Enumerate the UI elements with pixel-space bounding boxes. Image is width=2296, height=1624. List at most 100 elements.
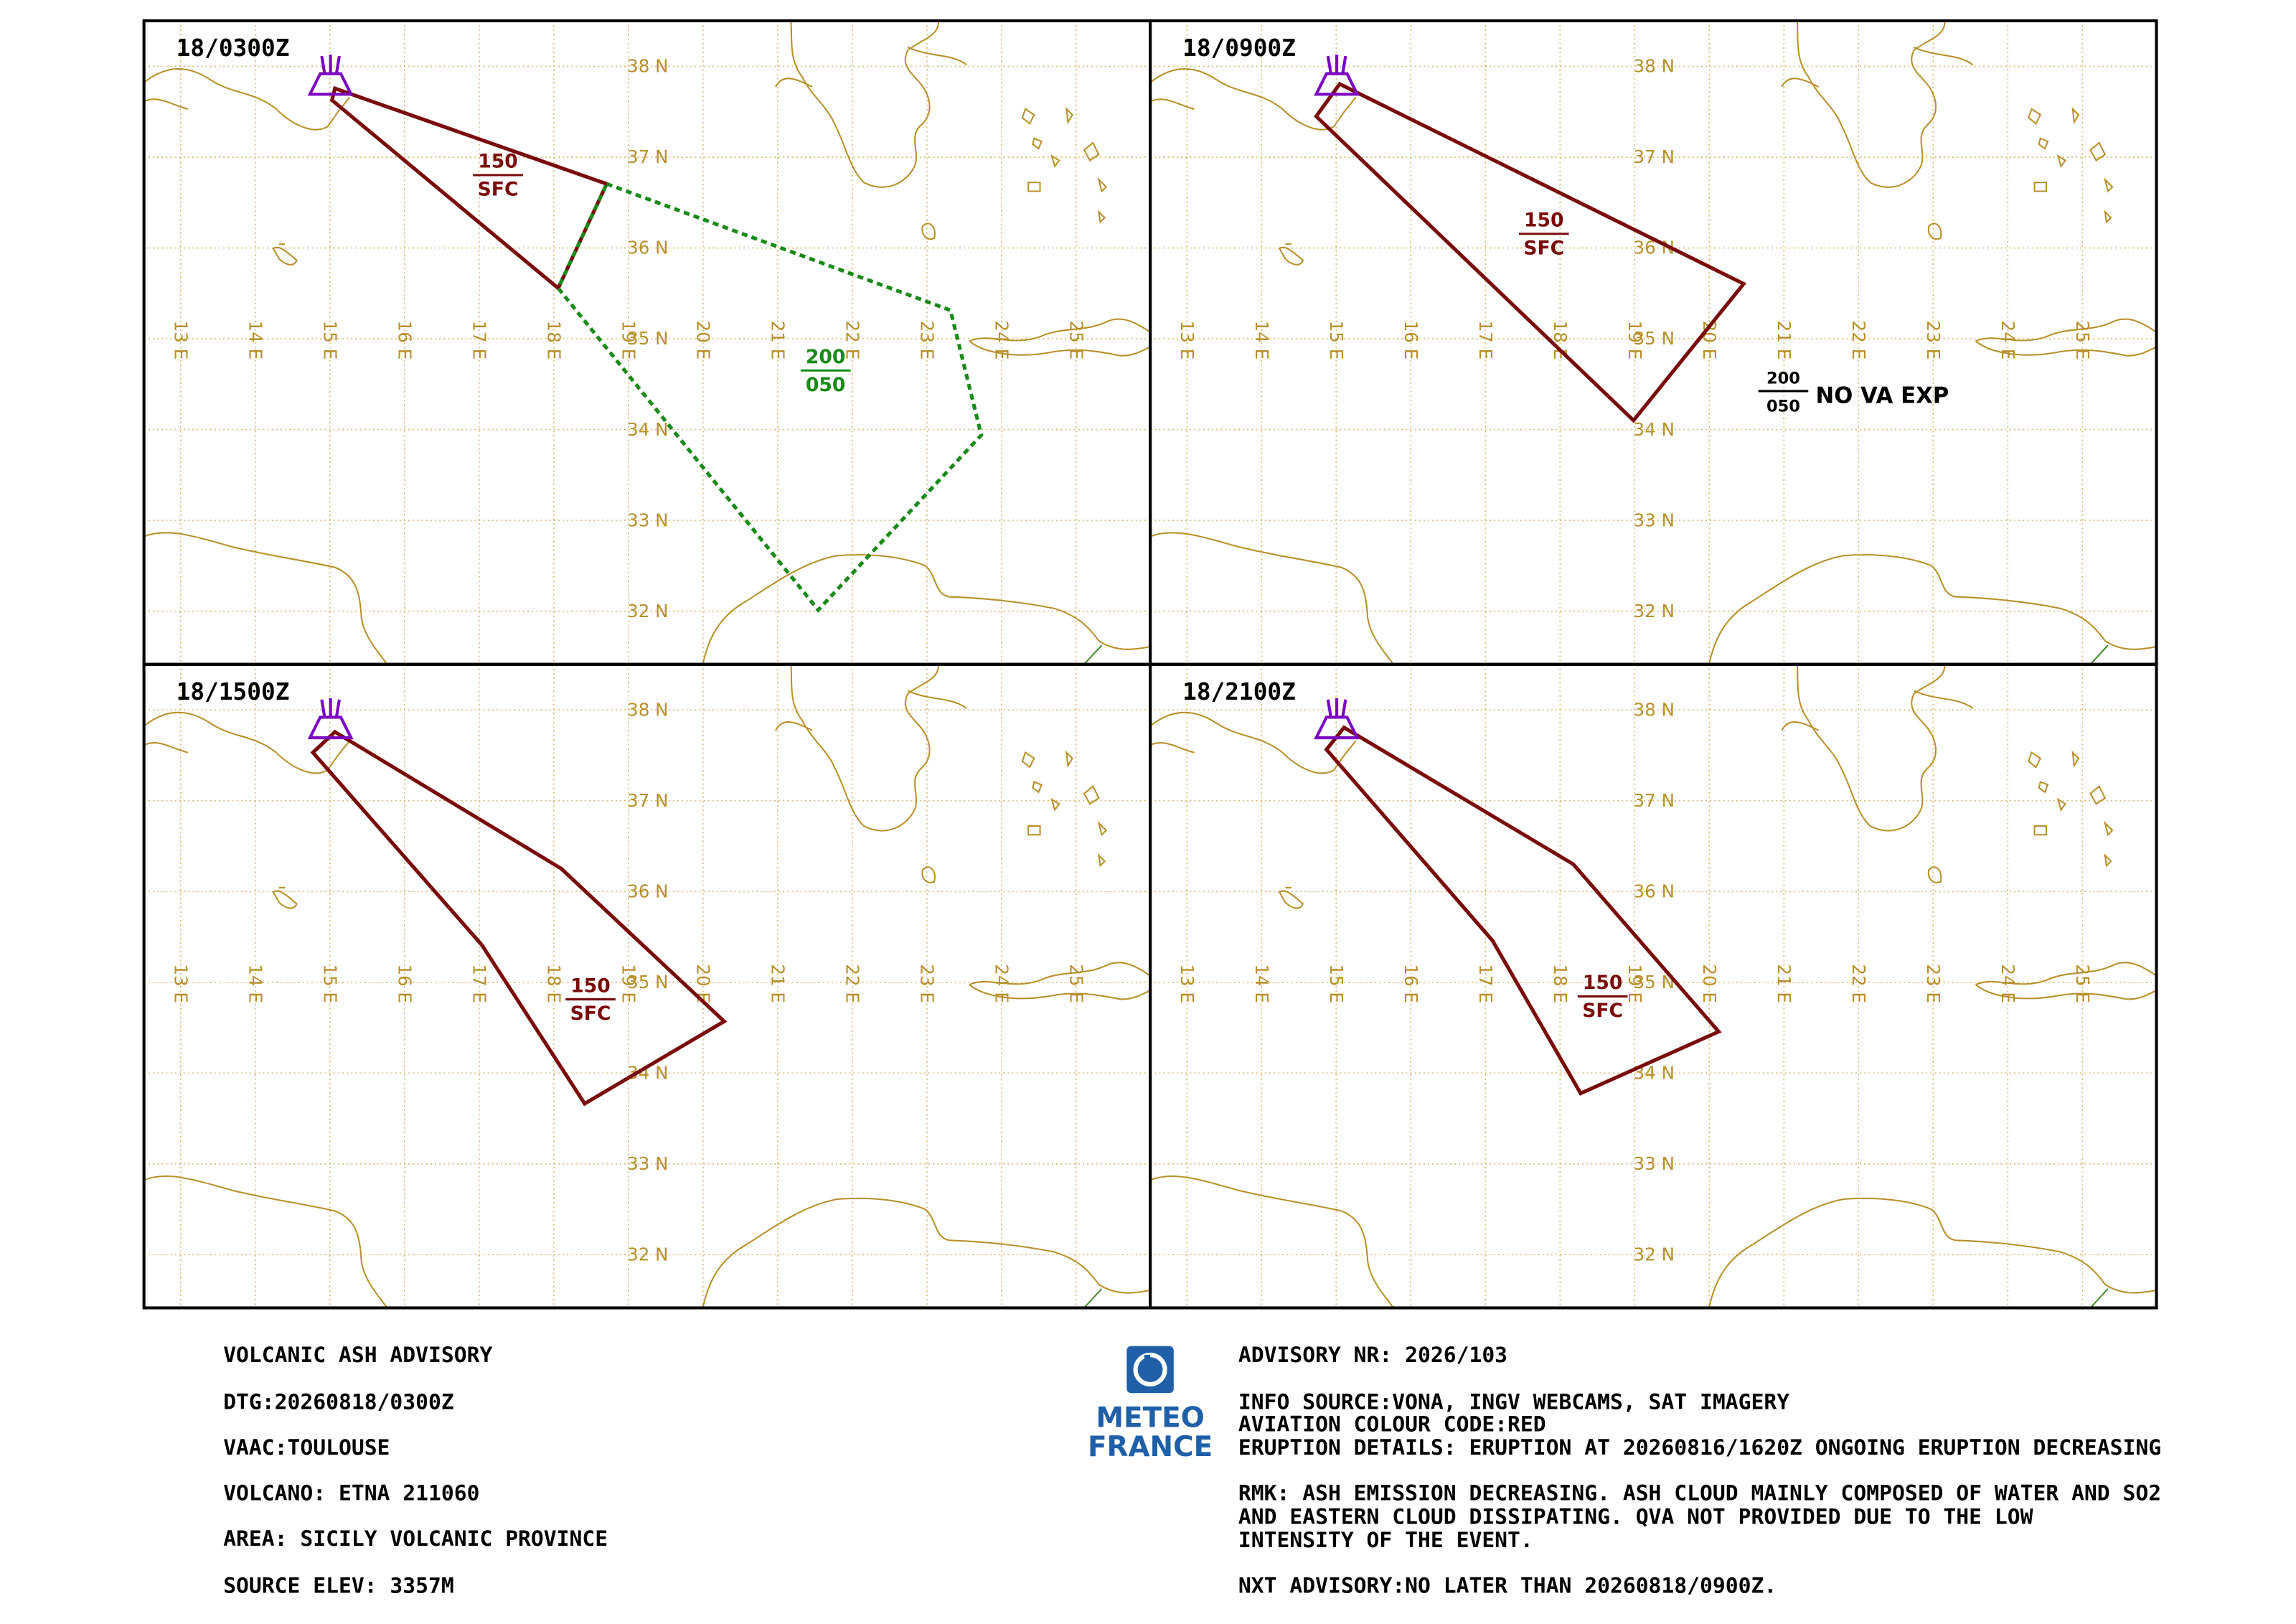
lat-label: 33 N bbox=[627, 1153, 668, 1174]
lon-label: 15 E bbox=[1326, 321, 1347, 360]
lon-label: 25 E bbox=[1066, 964, 1087, 1003]
lon-label: 14 E bbox=[1251, 964, 1272, 1003]
cloud-top: 200 bbox=[806, 346, 846, 368]
advisory-line: VAAC:TOULOUSE bbox=[223, 1435, 390, 1460]
lon-label: 13 E bbox=[1177, 321, 1198, 360]
lon-label: 23 E bbox=[1923, 964, 1944, 1003]
panel-time: 18/0300Z bbox=[177, 34, 290, 62]
map-panel: 38 N37 N36 N35 N34 N33 N32 N13 E 14 E 15 E… bbox=[1149, 662, 2158, 1310]
lat-label: 32 N bbox=[1634, 1244, 1675, 1265]
lon-label: 15 E bbox=[320, 964, 341, 1003]
logo-text: FRANCE bbox=[1088, 1431, 1213, 1463]
logo: METEO FRANCE bbox=[1088, 1346, 1213, 1463]
lon-label: 23 E bbox=[917, 964, 938, 1003]
lon-label: 14 E bbox=[1251, 321, 1272, 360]
lon-label: 16 E bbox=[395, 321, 415, 360]
cloud-base: SFC bbox=[570, 1003, 611, 1025]
lon-label: 24 E bbox=[992, 964, 1012, 1003]
lon-label: 16 E bbox=[395, 964, 415, 1003]
cloud-top: 150 bbox=[1524, 210, 1564, 232]
ash-cloud bbox=[555, 182, 984, 613]
cloud-top: 150 bbox=[478, 151, 518, 173]
lon-label: 19 E bbox=[618, 321, 639, 360]
lon-label: 14 E bbox=[245, 964, 266, 1003]
logo-text: METEO bbox=[1096, 1402, 1204, 1434]
lon-label: 17 E bbox=[469, 321, 490, 360]
lon-label: 24 E bbox=[992, 321, 1012, 360]
lon-label: 17 E bbox=[1475, 964, 1496, 1003]
lat-label: 38 N bbox=[1634, 56, 1675, 77]
lon-label: 22 E bbox=[842, 321, 863, 360]
lat-label: 36 N bbox=[627, 881, 668, 901]
advisory-line: NXT ADVISORY:NO LATER THAN 20260818/0900… bbox=[1238, 1573, 1777, 1598]
map-panel: 38 N37 N36 N35 N34 N33 N32 N13 E 14 E 15 E… bbox=[142, 19, 1152, 666]
lon-label: 22 E bbox=[842, 964, 863, 1003]
advisory-line: AND EASTERN CLOUD DISSIPATING. QVA NOT P… bbox=[1238, 1503, 2033, 1529]
lat-label: 35 N bbox=[627, 972, 668, 992]
ash-cloud bbox=[329, 85, 610, 291]
advisory-line: AREA: SICILY VOLCANIC PROVINCE bbox=[223, 1526, 608, 1551]
lat-label: 36 N bbox=[1634, 881, 1675, 901]
lat-label: 36 N bbox=[627, 238, 668, 258]
panels: 38 N 37 N 36 N 35 N 34 N 33 N 32 N 13 E 14 E 15 E… bbox=[142, 19, 2158, 1310]
lat-label: 33 N bbox=[1634, 510, 1675, 530]
lat-label: 38 N bbox=[1634, 699, 1675, 720]
lat-label: 38 N bbox=[627, 56, 668, 77]
map-content: 38 N37 N36 N35 N34 N33 N32 N13 E 14 E 15 E… bbox=[144, 664, 1151, 1308]
lat-label: 32 N bbox=[627, 601, 668, 621]
advisory-line: ERUPTION DETAILS: ERUPTION AT 20260816/1… bbox=[1238, 1435, 2161, 1460]
lat-label: 32 N bbox=[1634, 601, 1675, 621]
lon-label: 18 E bbox=[1550, 321, 1571, 360]
advisory-text: VOLCANIC ASH ADVISORY DTG:20260818/0300Z V… bbox=[223, 1342, 2161, 1597]
lon-label: 19 E bbox=[618, 964, 639, 1003]
map-panel: 38 N37 N36 N35 N34 N33 N32 N13 E 14 E 15 E… bbox=[142, 662, 1152, 1310]
lat-label: 33 N bbox=[1634, 1153, 1675, 1174]
lon-label: 17 E bbox=[469, 964, 490, 1003]
lon-label: 21 E bbox=[768, 964, 789, 1003]
lon-label: 15 E bbox=[320, 321, 341, 360]
lon-label: 25 E bbox=[2072, 321, 2093, 360]
lon-label: 18 E bbox=[544, 964, 565, 1003]
cloud-remark: NO VA EXP bbox=[1816, 382, 1949, 408]
cloud-base: SFC bbox=[1582, 1000, 1623, 1022]
lon-label: 21 E bbox=[1774, 321, 1794, 360]
lon-label: 18 E bbox=[544, 321, 565, 360]
lon-label: 23 E bbox=[1923, 321, 1944, 360]
ash-cloud bbox=[310, 729, 728, 1107]
lon-label: 13 E bbox=[171, 321, 192, 360]
lon-label: 21 E bbox=[1774, 964, 1794, 1003]
cloud-base: 050 bbox=[1766, 398, 1800, 416]
ash-cloud bbox=[1324, 725, 1722, 1096]
lat-label: 37 N bbox=[1634, 146, 1675, 167]
lon-label: 13 E bbox=[1177, 964, 1198, 1003]
lon-label: 19 E bbox=[1624, 964, 1645, 1003]
map-content: 38 N37 N36 N35 N34 N33 N32 N13 E 14 E 15 E… bbox=[1150, 664, 2157, 1308]
advisory-line: INFO SOURCE:VONA, INGV WEBCAMS, SAT IMAG… bbox=[1238, 1389, 1789, 1414]
cloud-base: SFC bbox=[1523, 238, 1564, 260]
cloud-top: 150 bbox=[570, 975, 611, 997]
lon-label: 25 E bbox=[1066, 321, 1087, 360]
lon-label: 24 E bbox=[1998, 964, 2018, 1003]
ash-cloud bbox=[1314, 81, 1747, 423]
advisory-line: VOLCANO: ETNA 211060 bbox=[223, 1480, 479, 1506]
advisory-line: SOURCE ELEV: 3357M bbox=[223, 1573, 454, 1598]
lon-label: 16 E bbox=[1401, 964, 1421, 1003]
lon-label: 13 E bbox=[171, 964, 192, 1003]
lon-label: 25 E bbox=[2072, 964, 2093, 1003]
lat-label: 38 N bbox=[627, 699, 668, 720]
advisory-line: INTENSITY OF THE EVENT. bbox=[1238, 1527, 1533, 1552]
advisory-line: VOLCANIC ASH ADVISORY bbox=[223, 1342, 492, 1367]
lon-label: 17 E bbox=[1475, 321, 1496, 360]
cloud-base: 050 bbox=[806, 374, 846, 396]
lon-label: 22 E bbox=[1848, 321, 1869, 360]
advisory-line: RMK: ASH EMISSION DECREASING. ASH CLOUD … bbox=[1238, 1480, 2161, 1506]
lon-label: 14 E bbox=[245, 321, 266, 360]
map-content: 38 N37 N36 N35 N34 N33 N32 N13 E 14 E 15 E… bbox=[144, 21, 1151, 665]
lat-label: 37 N bbox=[627, 146, 668, 167]
advisory-line: AVIATION COLOUR CODE:RED bbox=[1238, 1411, 1546, 1436]
lon-label: 16 E bbox=[1401, 321, 1421, 360]
lon-label: 23 E bbox=[917, 321, 938, 360]
cloud-top: 200 bbox=[1766, 370, 1800, 388]
